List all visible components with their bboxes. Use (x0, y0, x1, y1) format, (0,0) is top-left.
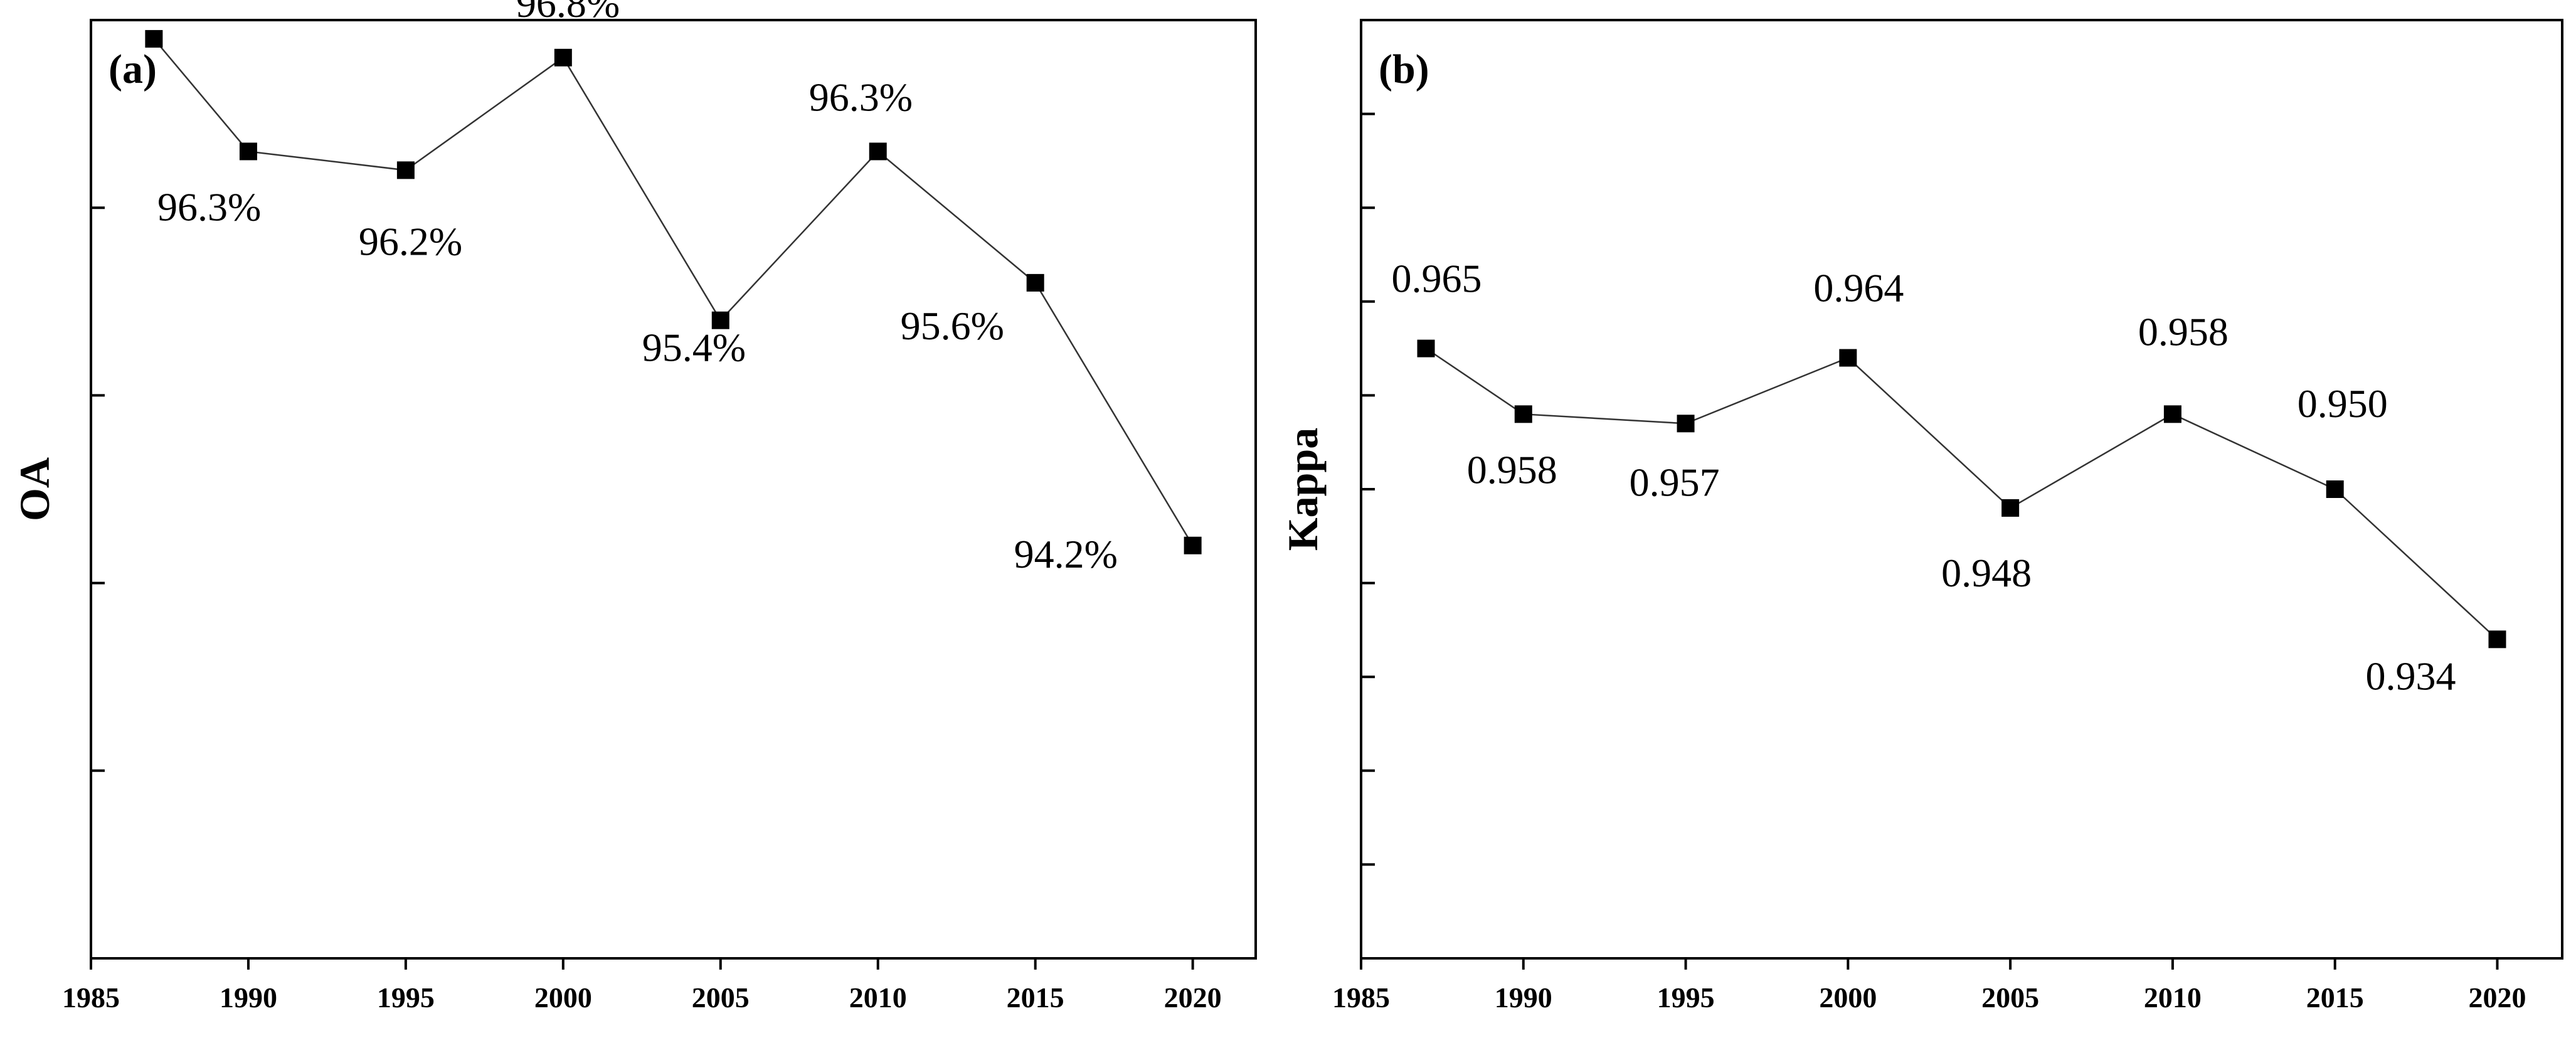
data-point-marker (145, 29, 163, 48)
x-tick-label: 2020 (2468, 982, 2526, 1014)
data-point-marker (1839, 349, 1857, 367)
data-label: 0.958 (2138, 309, 2229, 354)
x-tick-label: 2015 (1007, 982, 1064, 1014)
x-tick-label: 2020 (1164, 982, 1222, 1014)
x-tick-label: 2000 (534, 982, 592, 1014)
x-tick-label: 2000 (1819, 982, 1877, 1014)
data-point-marker (396, 161, 415, 179)
panel-label: (b) (1379, 46, 1429, 92)
x-tick-label: 1990 (220, 982, 277, 1014)
data-label: 96.8% (516, 0, 620, 26)
data-label: 96.3% (157, 184, 261, 229)
plot-frame (90, 19, 1257, 960)
data-point-marker (2001, 499, 2020, 517)
data-point-marker (1514, 405, 1532, 423)
data-label: 95.4% (642, 326, 746, 370)
data-label: 95.6% (901, 304, 1004, 348)
y-axis-title: Kappa (1279, 428, 1327, 551)
x-tick-label: 2010 (849, 982, 907, 1014)
x-tick-label: 2015 (2306, 982, 2364, 1014)
chart-panel-b: 1985 1990 1995 2000 2005 2010 2015 2020 (b) Kappa… (1279, 19, 2563, 1014)
data-label: 0.934 (2365, 654, 2456, 698)
data-point-marker (1026, 273, 1044, 292)
chart-panel-a: 1985 1990 1995 2000 2005 2010 2015 2020 (a) OA 96.… (11, 0, 1257, 1014)
data-point-marker (554, 48, 572, 66)
data-label: 0.950 (2298, 381, 2388, 426)
x-tick-label: 1995 (1657, 982, 1715, 1014)
series-line (1425, 347, 2498, 640)
x-tick-label: 2005 (1981, 982, 2039, 1014)
data-point-marker (1417, 339, 1435, 357)
data-label: 0.965 (1392, 257, 1482, 301)
data-point-marker (1184, 536, 1202, 554)
data-label: 94.2% (1014, 532, 1118, 576)
x-tick-label: 1995 (377, 982, 435, 1014)
data-point-marker (2488, 630, 2506, 649)
data-point-marker (2326, 480, 2344, 498)
data-point-marker (869, 142, 887, 161)
data-label: 0.958 (1467, 447, 1557, 492)
data-label: 96.3% (809, 75, 913, 119)
data-label: 96.2% (359, 219, 462, 263)
data-label: 0.964 (1813, 266, 1904, 310)
x-tick-label: 2005 (692, 982, 750, 1014)
data-label: 0.957 (1630, 460, 1720, 504)
data-point-marker (711, 311, 729, 329)
data-label: 0.948 (1941, 551, 2032, 595)
x-tick-label: 1990 (1495, 982, 1552, 1014)
x-tick-label: 1985 (62, 982, 120, 1014)
data-point-marker (2163, 405, 2181, 423)
x-tick-label: 1985 (1332, 982, 1390, 1014)
data-point-marker (1677, 415, 1695, 433)
series-line (153, 38, 1194, 546)
y-axis-title: OA (11, 457, 58, 521)
panel-label: (a) (109, 46, 157, 92)
x-tick-label: 2010 (2144, 982, 2202, 1014)
data-point-marker (239, 142, 257, 161)
